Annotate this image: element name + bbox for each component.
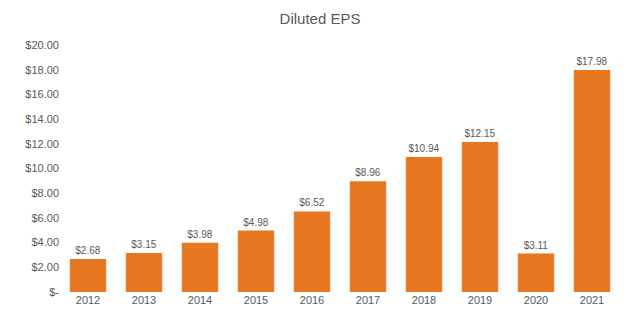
svg-text:$12.15: $12.15 xyxy=(464,128,495,139)
svg-text:Diluted EPS: Diluted EPS xyxy=(280,10,361,27)
svg-text:$20.00: $20.00 xyxy=(25,39,59,51)
svg-text:$18.00: $18.00 xyxy=(25,64,59,76)
svg-text:$4.00: $4.00 xyxy=(31,236,59,248)
svg-text:$2.00: $2.00 xyxy=(31,261,59,273)
svg-text:$2.68: $2.68 xyxy=(75,245,100,256)
svg-text:2019: 2019 xyxy=(468,294,492,306)
svg-text:$16.00: $16.00 xyxy=(25,88,59,100)
svg-text:$3.15: $3.15 xyxy=(131,239,156,250)
svg-text:2021: 2021 xyxy=(580,294,604,306)
svg-text:$6.52: $6.52 xyxy=(299,197,324,208)
svg-text:2016: 2016 xyxy=(300,294,324,306)
svg-text:$4.98: $4.98 xyxy=(243,217,268,228)
svg-text:$10.00: $10.00 xyxy=(25,162,59,174)
svg-text:$3.11: $3.11 xyxy=(524,240,549,251)
svg-text:$6.00: $6.00 xyxy=(31,212,59,224)
svg-text:$8.96: $8.96 xyxy=(355,167,380,178)
svg-text:2020: 2020 xyxy=(524,294,548,306)
svg-text:$10.94: $10.94 xyxy=(408,143,439,154)
svg-text:$14.00: $14.00 xyxy=(25,113,59,125)
svg-text:2013: 2013 xyxy=(132,294,156,306)
svg-text:2014: 2014 xyxy=(188,294,212,306)
svg-text:$8.00: $8.00 xyxy=(31,187,59,199)
svg-text:$-: $- xyxy=(49,286,59,298)
svg-text:2015: 2015 xyxy=(244,294,268,306)
svg-text:2012: 2012 xyxy=(76,294,100,306)
svg-text:$3.98: $3.98 xyxy=(187,229,212,240)
svg-text:2018: 2018 xyxy=(412,294,436,306)
svg-text:2017: 2017 xyxy=(356,294,380,306)
svg-text:$17.98: $17.98 xyxy=(576,56,607,67)
svg-text:$12.00: $12.00 xyxy=(25,138,59,150)
